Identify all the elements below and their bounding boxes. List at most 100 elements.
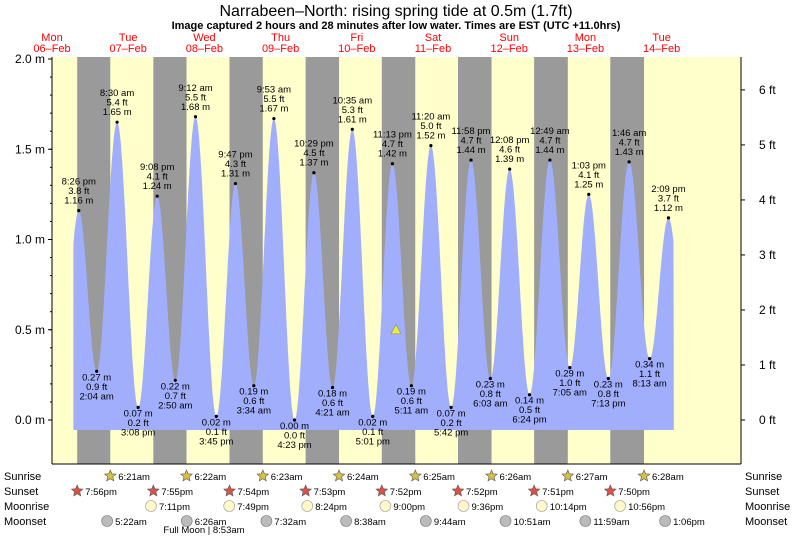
- tide-label: 3:45 pm: [199, 436, 233, 447]
- tide-label: 0.19 m: [397, 387, 426, 398]
- moonset-time: 10:51am: [514, 517, 551, 528]
- tide-point: [488, 376, 492, 381]
- tide-label: 12:08 pm: [490, 135, 530, 146]
- tide-label: 4.7 ft: [539, 136, 560, 147]
- tide-label: 0.18 m: [318, 389, 347, 400]
- tide-label: 1.67 m: [259, 104, 288, 115]
- tide-label: 2:09 pm: [651, 184, 685, 195]
- tide-label: 9:08 pm: [140, 162, 174, 173]
- moonset-icon: [579, 515, 592, 527]
- tide-label: 6:24 pm: [512, 415, 546, 426]
- tide-label: 10:29 pm: [294, 139, 334, 150]
- day-name: Tue: [652, 32, 671, 44]
- sunset-icon: [70, 484, 84, 497]
- day-date: 07–Feb: [110, 43, 147, 55]
- tide-label: 0.29 m: [555, 369, 584, 380]
- axes: 2.0 m 1.5 m 1.0 m 0.5 m 0.0 m 6 ft 5 ft 4 ft 3 f…: [15, 52, 776, 465]
- tide-point: [350, 127, 354, 131]
- sunrise-icon: [485, 469, 498, 482]
- current-level-marker: [390, 324, 402, 335]
- tide-point: [409, 384, 413, 388]
- tide-point: [508, 167, 512, 171]
- tide-point: [587, 192, 591, 196]
- sunset-icon: [223, 484, 236, 497]
- tide-label: 0.5 ft: [519, 405, 540, 416]
- tide-label: 1.68 m: [181, 102, 210, 113]
- tide-label: 4:21 am: [315, 408, 349, 419]
- day-name: Sat: [425, 32, 442, 44]
- right-tick-label: 1 ft: [759, 358, 776, 372]
- tide-point: [233, 181, 238, 186]
- tide-label: 4.7 ft: [382, 139, 403, 150]
- tide-point: [568, 366, 572, 370]
- moonset-time: 1:06pm: [673, 517, 705, 528]
- tide-point: [371, 414, 375, 418]
- tide-label: 5.0 ft: [420, 121, 441, 132]
- sunrise-time: 6:23am: [271, 472, 303, 483]
- tide-label: 2:04 am: [79, 391, 113, 402]
- tide-label: 5.3 ft: [342, 105, 363, 116]
- tide-label: 1.65 m: [103, 107, 132, 118]
- tide-point: [627, 160, 631, 164]
- tide-label: 11:20 am: [411, 112, 450, 123]
- tide-label: 8:26 pm: [62, 177, 96, 188]
- sunset-time: 7:54pm: [237, 487, 269, 498]
- tide-label: 5:01 pm: [356, 436, 390, 447]
- sunrise-time: 6:28am: [652, 472, 684, 483]
- tide-label: 0.23 m: [476, 379, 505, 390]
- moonrise-icon: [223, 500, 236, 512]
- chart-title: Narrabeen–North: rising spring tide at 0…: [219, 3, 572, 20]
- moonset-icon: [340, 515, 352, 527]
- current-level-triangle: [390, 324, 402, 335]
- tide-label: 7:13 pm: [591, 398, 625, 409]
- tide-label: 0.23 m: [594, 379, 623, 390]
- day-name: Tue: [119, 32, 138, 44]
- moonset-time: 9:44am: [434, 517, 466, 528]
- tide-label: 5.5 ft: [185, 92, 206, 103]
- sunset-icon: [527, 484, 541, 497]
- row-label-left-moonrise: Moonrise: [4, 501, 49, 513]
- moonrise-time: 10:56pm: [628, 502, 665, 513]
- sunrise-time: 6:25am: [423, 472, 455, 483]
- day-date: 06–Feb: [33, 43, 70, 55]
- tide-point: [469, 158, 473, 162]
- row-label-left-sunrise: Sunrise: [4, 471, 41, 483]
- tide-label: 0.02 m: [202, 417, 231, 428]
- sunrise-time: 6:26am: [500, 472, 532, 483]
- tide-area: [73, 116, 674, 431]
- tide-label: 1:03 pm: [572, 160, 606, 171]
- tide-point: [77, 209, 81, 213]
- tide-point: [95, 369, 99, 373]
- tide-label: 0.07 m: [437, 408, 466, 419]
- moonrise-icon: [145, 500, 157, 512]
- tide-label: 0.6 ft: [243, 396, 264, 407]
- tide-label: 0.1 ft: [206, 427, 227, 438]
- day-name: Sun: [499, 32, 519, 44]
- tide-label: 3.8 ft: [68, 186, 89, 197]
- sunset-time: 7:53pm: [314, 487, 346, 498]
- tide-label: 1.12 m: [654, 203, 683, 214]
- tide-label: 9:47 pm: [218, 150, 252, 161]
- tide-label: 0.2 ft: [441, 418, 462, 429]
- sunrise-time: 6:27am: [576, 472, 608, 483]
- moonset-time: 11:59am: [593, 517, 629, 528]
- sunrise-icon: [561, 469, 575, 482]
- tide-label: 1.44 m: [535, 145, 564, 156]
- moonset-icon: [420, 515, 432, 527]
- sunset-time: 7:51pm: [542, 487, 574, 498]
- tide-point: [272, 116, 276, 121]
- tide-label: 12:49 am: [530, 126, 570, 137]
- row-label-left-sunset: Sunset: [4, 486, 38, 498]
- tide-label: 0.0 ft: [284, 431, 305, 442]
- tide-extrema-labels: 8:26 pm3.8 ft1.16 m 0.27 m0.9 ft2:04 am 8:…: [62, 83, 686, 451]
- tide-label: 8:30 am: [100, 88, 134, 99]
- tide-label: 0.19 m: [239, 387, 268, 398]
- sunrise-time: 6:22am: [195, 472, 227, 483]
- moonrise-time: 9:36pm: [471, 502, 503, 513]
- tide-label: 0.7 ft: [165, 391, 186, 402]
- tide-point: [648, 357, 652, 361]
- day-date: 09–Feb: [262, 43, 299, 55]
- moonset-icon: [180, 515, 193, 527]
- tide-label: 1.37 m: [299, 158, 328, 169]
- moonset-icon: [260, 515, 273, 527]
